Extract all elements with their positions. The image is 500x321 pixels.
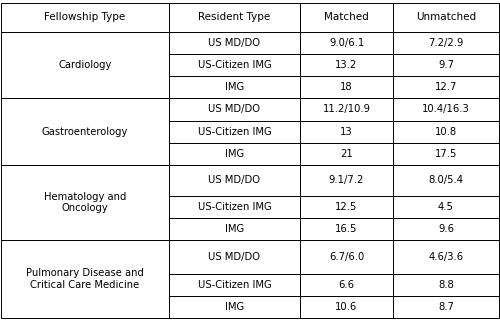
Bar (393, 196, 499, 218)
Text: 9.0/6.1: 9.0/6.1 (329, 38, 364, 48)
Text: IMG: IMG (225, 302, 244, 312)
Bar (169, 121, 300, 143)
Text: 16.5: 16.5 (336, 224, 357, 234)
Bar (1, 165, 169, 240)
Text: 8.7: 8.7 (438, 302, 454, 312)
Text: 7.2/2.9: 7.2/2.9 (428, 38, 464, 48)
Bar (393, 32, 499, 54)
Text: 8.0/5.4: 8.0/5.4 (428, 176, 464, 186)
Bar (1, 3, 169, 32)
Text: US MD/DO: US MD/DO (208, 104, 260, 115)
Text: IMG: IMG (225, 82, 244, 92)
Text: 9.7: 9.7 (438, 60, 454, 70)
Text: 21: 21 (340, 149, 353, 159)
Text: 12.7: 12.7 (435, 82, 457, 92)
Bar (300, 273, 393, 296)
Bar (393, 240, 499, 273)
Bar (300, 296, 393, 318)
Bar (300, 218, 393, 240)
Text: Unmatched: Unmatched (416, 13, 476, 22)
Text: 10.8: 10.8 (435, 127, 457, 137)
Bar (300, 143, 393, 165)
Bar (169, 218, 300, 240)
Bar (393, 121, 499, 143)
Text: IMG: IMG (225, 224, 244, 234)
Text: 17.5: 17.5 (435, 149, 457, 159)
Text: 12.5: 12.5 (336, 202, 357, 212)
Bar (169, 54, 300, 76)
Bar (169, 240, 300, 273)
Text: Cardiology: Cardiology (58, 60, 112, 70)
Bar (300, 54, 393, 76)
Bar (169, 296, 300, 318)
Text: 9.6: 9.6 (438, 224, 454, 234)
Bar (169, 3, 300, 32)
Bar (169, 273, 300, 296)
Bar (393, 165, 499, 196)
Text: 6.7/6.0: 6.7/6.0 (329, 252, 364, 262)
Text: US-Citizen IMG: US-Citizen IMG (198, 60, 272, 70)
Bar (300, 99, 393, 121)
Text: US MD/DO: US MD/DO (208, 176, 260, 186)
Text: 13: 13 (340, 127, 353, 137)
Bar (300, 240, 393, 273)
Text: US MD/DO: US MD/DO (208, 38, 260, 48)
Bar (169, 196, 300, 218)
Bar (1, 32, 169, 99)
Text: IMG: IMG (225, 149, 244, 159)
Text: Resident Type: Resident Type (198, 13, 270, 22)
Text: US-Citizen IMG: US-Citizen IMG (198, 127, 272, 137)
Bar (393, 99, 499, 121)
Bar (393, 3, 499, 32)
Bar (169, 143, 300, 165)
Text: Hematology and
Oncology: Hematology and Oncology (44, 192, 126, 213)
Bar (300, 32, 393, 54)
Bar (300, 121, 393, 143)
Text: 10.6: 10.6 (336, 302, 357, 312)
Text: 6.6: 6.6 (338, 280, 354, 290)
Text: 13.2: 13.2 (336, 60, 357, 70)
Text: 4.6/3.6: 4.6/3.6 (428, 252, 464, 262)
Text: 18: 18 (340, 82, 353, 92)
Bar (300, 76, 393, 99)
Text: 10.4/16.3: 10.4/16.3 (422, 104, 470, 115)
Text: 9.1/7.2: 9.1/7.2 (329, 176, 364, 186)
Bar (169, 99, 300, 121)
Bar (300, 165, 393, 196)
Bar (300, 196, 393, 218)
Text: Pulmonary Disease and
Critical Care Medicine: Pulmonary Disease and Critical Care Medi… (26, 268, 144, 290)
Text: Matched: Matched (324, 13, 369, 22)
Bar (169, 76, 300, 99)
Bar (169, 32, 300, 54)
Bar (300, 3, 393, 32)
Text: 8.8: 8.8 (438, 280, 454, 290)
Text: 4.5: 4.5 (438, 202, 454, 212)
Text: Fellowship Type: Fellowship Type (44, 13, 126, 22)
Bar (393, 296, 499, 318)
Bar (393, 76, 499, 99)
Text: US-Citizen IMG: US-Citizen IMG (198, 202, 272, 212)
Bar (393, 218, 499, 240)
Text: 11.2/10.9: 11.2/10.9 (322, 104, 370, 115)
Bar (393, 54, 499, 76)
Text: US MD/DO: US MD/DO (208, 252, 260, 262)
Bar (1, 99, 169, 165)
Bar (393, 273, 499, 296)
Bar (1, 240, 169, 318)
Bar (169, 165, 300, 196)
Text: US-Citizen IMG: US-Citizen IMG (198, 280, 272, 290)
Bar (393, 143, 499, 165)
Text: Gastroenterology: Gastroenterology (42, 127, 128, 137)
